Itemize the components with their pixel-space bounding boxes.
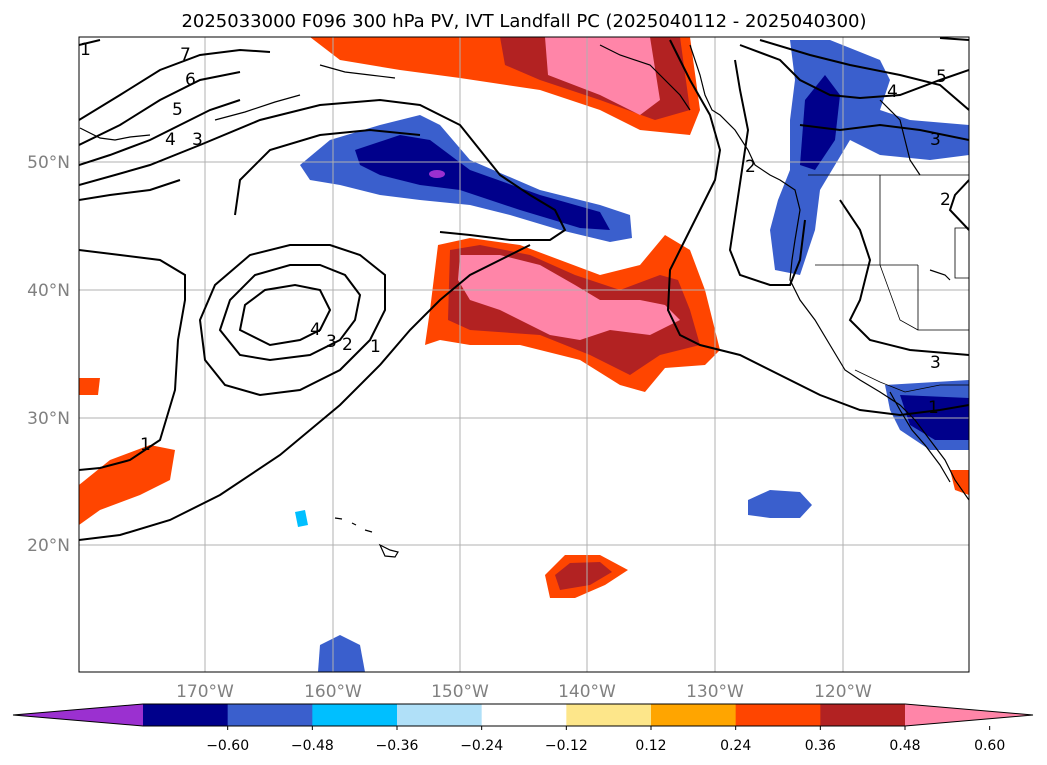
colorbar-cell-4 — [481, 704, 567, 726]
negative-anomaly-north-pacific-core — [355, 135, 610, 230]
positive-anomaly-west-edge — [79, 378, 100, 395]
colorbar-outline — [12, 703, 1034, 727]
negative-anomaly-west-coast-core — [800, 75, 840, 170]
negative-anomaly-subtropical-east — [748, 490, 812, 518]
colorbar: −0.60 −0.48 −0.36 −0.24 −0.12 0.12 0.24 0.36 0.4… — [12, 703, 1034, 754]
contour-label-2-low: 2 — [342, 335, 353, 355]
contour-label-1-low: 1 — [370, 337, 381, 357]
lon-label-120w: 120°W — [814, 682, 872, 702]
lon-label-130w: 130°W — [686, 682, 744, 702]
contour-labels: 7 6 5 4 3 1 4 3 2 1 1 2 5 4 3 2 3 1 — [80, 40, 951, 455]
positive-anomaly-southwest — [79, 445, 175, 525]
contour-label-2-east: 2 — [940, 190, 951, 210]
colorbar-tick-label: −0.48 — [291, 738, 334, 754]
colorbar-cell-2 — [312, 704, 398, 726]
contour-label-1-corner: 1 — [80, 40, 91, 60]
colorbar-tick-label: −0.60 — [206, 738, 249, 754]
colorbar-cell-8 — [820, 704, 906, 726]
positive-anomaly-subtropical-core — [555, 562, 612, 590]
contour-label-4-east: 4 — [887, 82, 898, 102]
colorbar-extend-min — [13, 704, 143, 726]
coastlines — [79, 44, 969, 558]
contour-label-4-low: 4 — [310, 320, 321, 340]
colorbar-cell-6 — [651, 704, 737, 726]
colorbar-cell-7 — [735, 704, 821, 726]
contour-label-3-west: 3 — [192, 130, 203, 150]
longitude-labels: 170°W 160°W 150°W 140°W 130°W 120°W — [176, 682, 872, 702]
chart-title: 2025033000 F096 300 hPa PV, IVT Landfall… — [181, 11, 866, 32]
lat-label-30n: 30°N — [27, 409, 70, 429]
colorbar-tick-label: −0.36 — [376, 738, 419, 754]
contour-label-5-west: 5 — [172, 100, 183, 120]
colorbar-tick-label: 0.60 — [974, 738, 1005, 754]
contour-label-2-coast: 2 — [745, 157, 756, 177]
colorbar-tick-label: −0.24 — [460, 738, 503, 754]
contour-label-6: 6 — [185, 70, 196, 90]
lon-label-170w: 170°W — [176, 682, 234, 702]
colorbar-tick-label: 0.12 — [635, 738, 666, 754]
colorbar-cell-0 — [143, 704, 229, 726]
colorbar-tick-label: 0.24 — [720, 738, 751, 754]
positive-anomaly-mexico — [950, 470, 969, 495]
lat-label-50n: 50°N — [27, 153, 70, 173]
contour-label-1-southeast: 1 — [928, 398, 939, 418]
map-frame — [78, 36, 970, 673]
colorbar-cell-3 — [397, 704, 483, 726]
lon-label-160w: 160°W — [304, 682, 362, 702]
negative-anomaly-hawaii-small — [295, 510, 308, 527]
colorbar-cell-5 — [566, 704, 652, 726]
colorbar-tick-label: −0.12 — [545, 738, 588, 754]
lon-label-140w: 140°W — [558, 682, 616, 702]
shading-layer — [79, 37, 969, 672]
contour-label-5-east: 5 — [936, 67, 947, 87]
colorbar-tick-label: 0.36 — [805, 738, 836, 754]
colorbar-cell-1 — [227, 704, 313, 726]
contour-label-1-southwest: 1 — [140, 435, 151, 455]
map-panel: 7 6 5 4 3 1 4 3 2 1 1 2 5 4 3 2 3 1 — [79, 37, 969, 672]
latitude-labels: 50°N 40°N 30°N 20°N — [27, 153, 70, 556]
contour-label-7-west: 7 — [180, 45, 191, 65]
colorbar-tick-label: 0.48 — [889, 738, 920, 754]
contour-label-4-west: 4 — [165, 130, 176, 150]
negative-anomaly-south — [318, 635, 365, 672]
gridlines — [79, 37, 969, 672]
positive-anomaly-gulf-alaska-peak — [545, 37, 660, 115]
colorbar-extend-max — [905, 704, 1033, 726]
contour-label-3-east: 3 — [930, 130, 941, 150]
positive-anomaly-central-pacific-peak — [458, 255, 680, 340]
contour-label-3-low: 3 — [326, 332, 337, 352]
lat-label-40n: 40°N — [27, 281, 70, 301]
lon-label-150w: 150°W — [431, 682, 489, 702]
contour-lines — [79, 37, 969, 541]
contour-label-3-southeast: 3 — [930, 353, 941, 373]
negative-anomaly-small-purple — [429, 170, 445, 178]
lat-label-20n: 20°N — [27, 536, 70, 556]
